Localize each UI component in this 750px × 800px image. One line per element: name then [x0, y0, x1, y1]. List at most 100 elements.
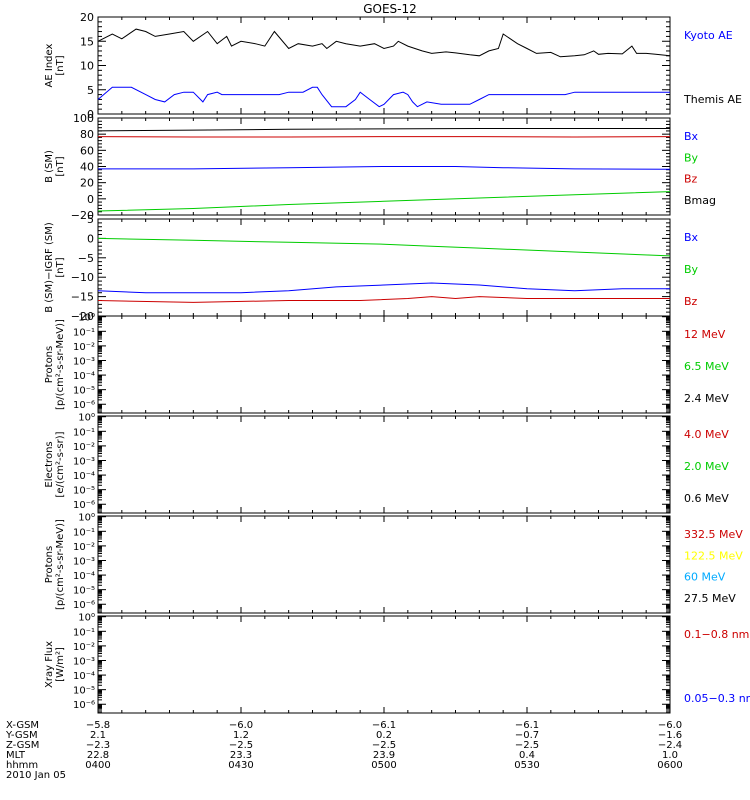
y-tick-label: 10⁻⁴	[73, 671, 95, 682]
x-row-value: −6.0	[229, 720, 253, 731]
y-axis-label: AE Index[nT]	[44, 43, 66, 87]
series-bz	[97, 296, 670, 303]
y-tick-label: 10⁻³	[73, 556, 95, 567]
y-tick-label: 10⁰	[78, 313, 95, 324]
y-axis-label-line: B (SM)−IGRF (SM)	[44, 222, 55, 313]
x-row-value: −2.5	[372, 740, 396, 751]
y-axis-label-line: B (SM)	[44, 150, 55, 183]
y-axis-label: Protons[p/(cm²-s-sr-MeV)]	[44, 319, 66, 410]
x-row-name: Z-GSM	[6, 740, 39, 751]
x-date-label: 2010 Jan 05	[6, 770, 66, 781]
x-row-value: −5.8	[86, 720, 110, 731]
y-tick-label: 10⁻¹	[73, 627, 95, 638]
x-row-value: 1.0	[662, 750, 678, 761]
y-tick-label: 5	[87, 84, 94, 97]
legend-entry: By	[684, 263, 699, 276]
y-tick-label: 10⁰	[78, 613, 95, 624]
y-axis-label-line: [p/(cm²-s-sr-MeV)]	[55, 519, 66, 610]
y-tick-label: −5	[78, 252, 94, 265]
x-row-value: 0.2	[376, 730, 392, 741]
x-row-value: 0530	[514, 760, 539, 771]
panel-5: 10⁻⁶ 10⁻⁵ 10⁻⁴ 10⁻³ 10⁻² 10⁻¹ 10⁰ Electrons[e/(…	[44, 413, 729, 514]
y-tick-label: 10⁻⁶	[73, 400, 95, 411]
x-row-value: −2.5	[229, 740, 253, 751]
legend-entry: 27.5 MeV	[684, 592, 736, 605]
y-tick-label: 20	[80, 11, 94, 24]
legend-entry: 12 MeV	[684, 328, 726, 341]
panel-frame	[97, 415, 671, 514]
y-tick-label: 10⁻⁶	[73, 500, 95, 511]
panel-frame	[97, 515, 671, 614]
panel-7: 10⁻⁶ 10⁻⁵ 10⁻⁴ 10⁻³ 10⁻² 10⁻¹ 10⁰ Xray Flux[W/m…	[44, 613, 750, 714]
x-row-value: 1.2	[233, 730, 249, 741]
y-tick-label: 10⁻⁵	[73, 486, 95, 497]
legend-entry: 0.05−0.3 nm	[684, 692, 750, 705]
y-axis-label-line: [W/m²]	[55, 647, 66, 682]
panel-frame	[97, 615, 671, 714]
y-tick-label: −15	[71, 291, 94, 304]
series-by	[97, 282, 670, 294]
y-axis-label-line: [p/(cm²-s-sr-MeV)]	[55, 319, 66, 410]
panel-frame	[97, 218, 671, 317]
y-tick-label: 10	[80, 60, 94, 73]
series-bmag	[97, 191, 671, 212]
panel-frame	[97, 315, 671, 414]
y-axis-label-line: Protons	[44, 346, 55, 383]
y-axis-label: Xray Flux[W/m²]	[44, 641, 66, 688]
series-kyoto-ae	[97, 28, 671, 58]
y-tick-label: 10⁻⁴	[73, 571, 95, 582]
panel-2: −20 0 20 40 60 80 100 B (SM)[nT] Bx By Bz Bmag	[44, 112, 716, 222]
x-row-value: −6.1	[515, 720, 539, 731]
y-tick-label: 15	[80, 35, 94, 48]
x-row-value: 0400	[85, 760, 110, 771]
x-row-value: −2.5	[515, 740, 539, 751]
x-row-value: 23.3	[230, 750, 252, 761]
legend-entry: 4.0 MeV	[684, 428, 729, 441]
y-tick-label: 10⁻³	[73, 356, 95, 367]
series-themis-ae	[97, 86, 670, 108]
legend-entry: Bx	[684, 130, 699, 143]
y-tick-label: −20	[71, 209, 94, 222]
panel-4: 10⁻⁶ 10⁻⁵ 10⁻⁴ 10⁻³ 10⁻² 10⁻¹ 10⁰ Protons[p/(cm…	[44, 313, 729, 414]
y-tick-label: 80	[80, 128, 94, 141]
y-axis-label: B (SM)[nT]	[44, 150, 66, 183]
y-axis-label-line: [nT]	[55, 257, 66, 277]
x-row-value: 23.9	[373, 750, 395, 761]
y-tick-label: 10⁻⁴	[73, 471, 95, 482]
y-tick-label: 10⁻¹	[73, 327, 95, 338]
x-row-name: X-GSM	[6, 720, 39, 731]
x-row-value: 0600	[657, 760, 682, 771]
y-tick-label: 10⁻²	[73, 642, 95, 653]
panel-3: −20 −15 −10 −5 0 5 B (SM)−IGRF (SM)[nT] Bx By Bz	[44, 213, 699, 323]
series-bz	[98, 166, 671, 170]
series-bx	[97, 237, 671, 257]
legend-entry: Bmag	[684, 194, 716, 207]
y-axis-label-line: Electrons	[44, 441, 55, 487]
y-tick-label: 10⁰	[78, 513, 95, 524]
legend-entry: Bz	[684, 295, 698, 308]
y-axis-label: B (SM)−IGRF (SM)[nT]	[44, 222, 66, 313]
x-row-value: 2.1	[90, 730, 106, 741]
y-tick-label: 10⁻⁴	[73, 371, 95, 382]
x-row-name: MLT	[6, 750, 26, 761]
y-tick-label: 10⁻⁶	[73, 600, 95, 611]
y-axis-label-line: [nT]	[55, 55, 66, 75]
y-tick-label: 10⁻⁵	[73, 586, 95, 597]
panel-6: 10⁻⁶ 10⁻⁵ 10⁻⁴ 10⁻³ 10⁻² 10⁻¹ 10⁰ Protons[p/(cm…	[44, 513, 743, 614]
y-tick-label: 5	[87, 213, 94, 226]
legend-entry: Kyoto AE	[684, 29, 733, 42]
y-tick-label: 10⁻²	[73, 542, 95, 553]
x-row-value: 0430	[228, 760, 253, 771]
y-axis-label-line: Protons	[44, 546, 55, 583]
y-axis-label-line: [e/(cm²-s-sr)]	[55, 431, 66, 497]
y-tick-label: 10⁻³	[73, 656, 95, 667]
y-tick-label: −10	[71, 271, 94, 284]
y-tick-label: 60	[80, 144, 94, 157]
y-tick-label: 10⁻²	[73, 342, 95, 353]
y-tick-label: 10⁻⁶	[73, 700, 95, 711]
x-row-value: −6.0	[658, 720, 682, 731]
y-tick-label: 100	[73, 112, 94, 125]
y-axis-label: Electrons[e/(cm²-s-sr)]	[44, 431, 66, 497]
y-tick-label: −20	[71, 310, 94, 323]
